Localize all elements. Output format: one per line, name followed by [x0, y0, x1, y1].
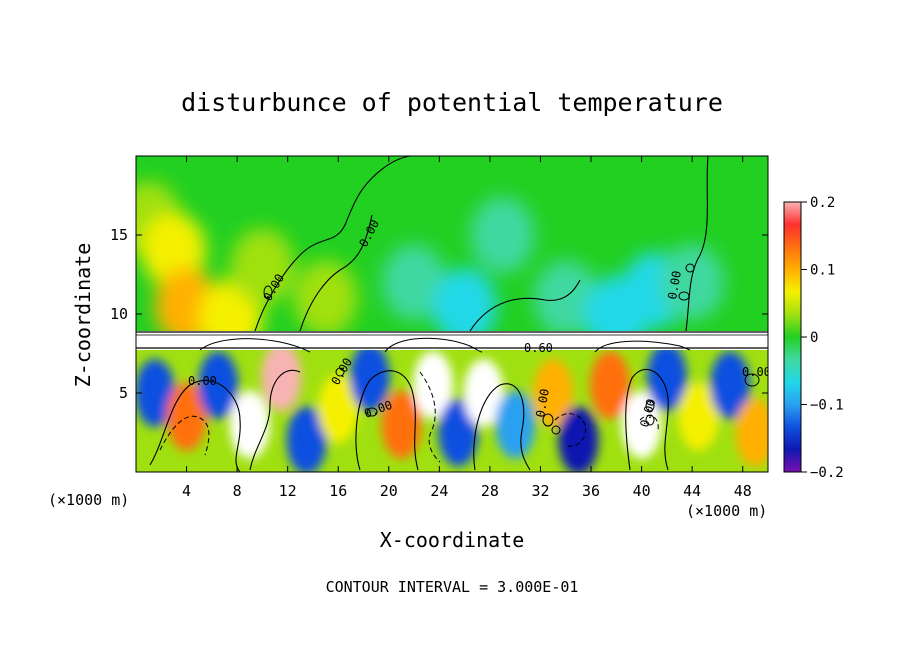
field-cell: [470, 197, 535, 273]
inversion-band: [136, 331, 768, 353]
field-cell: [660, 244, 725, 321]
field-cell: [166, 382, 207, 451]
contour-interval-note: CONTOUR INTERVAL = 3.000E-01: [326, 578, 579, 596]
x-tick-label: 4: [182, 482, 191, 500]
x-tick-label: 40: [633, 482, 651, 500]
lower-field: [136, 343, 768, 472]
x-tick-label: 32: [531, 482, 549, 500]
field-cell: [463, 359, 504, 427]
x-axis-unit-right: (×1000 m): [686, 502, 767, 520]
contour-lines-dashed: [159, 371, 659, 463]
x-tick-label: 24: [430, 482, 448, 500]
colorbar-tick-label: −0.2: [810, 465, 844, 481]
x-tick-label: 36: [582, 482, 600, 500]
field-cell: [136, 359, 175, 427]
y-axis-label: Z-coordinate: [71, 243, 95, 388]
x-tick-label: 12: [279, 482, 297, 500]
upper-field: [136, 181, 725, 356]
x-tick-label: 20: [380, 482, 398, 500]
field-cell: [558, 406, 599, 472]
colorbar-tick-label: 0.1: [810, 263, 835, 279]
field-cell: [438, 398, 479, 467]
x-tick-label: 28: [481, 482, 499, 500]
field-cell: [646, 343, 687, 412]
colorbar-ticks: 0.2 0.1 0 −0.1 −0.2: [801, 195, 844, 481]
x-tick-label: 8: [233, 482, 242, 500]
y-tick-label: 5: [119, 384, 128, 402]
contour-label: 0.00: [533, 388, 552, 419]
field-cell: [230, 228, 295, 305]
field-cell: [318, 374, 359, 443]
field-cell: [735, 398, 768, 467]
colorbar-tick-label: 0: [810, 330, 818, 346]
x-axis-label: X-coordinate: [380, 528, 525, 552]
x-axis: 4 8 12 16 20 24 28 32 36 40 44 48: [182, 156, 752, 500]
x-tick-label: 16: [329, 482, 347, 500]
field-cell: [495, 390, 536, 459]
field-cell: [349, 343, 390, 412]
contour-label: 0.00: [188, 374, 217, 388]
field-cell: [293, 260, 358, 337]
contour-ovals: [263, 263, 760, 435]
y-tick-label: 10: [110, 305, 128, 323]
field-cell: [432, 268, 497, 345]
field-cell: [533, 260, 598, 337]
x-axis-unit-left: (×1000 m): [48, 491, 129, 509]
x-tick-label: 48: [734, 482, 752, 500]
plot-area: 0.00 0.00 0.00 0.00 0.00 0.00 0.00 0.00 …: [136, 156, 771, 472]
x-tick-label: 44: [683, 482, 701, 500]
colorbar-fill: [783, 201, 802, 473]
field-cell: [710, 351, 751, 420]
contour-lines: [149, 156, 709, 472]
field-cell: [678, 382, 719, 451]
field-cell: [621, 390, 662, 459]
colorbar-tick-label: −0.1: [810, 398, 844, 414]
field-cell: [413, 351, 454, 420]
field-cell: [590, 351, 630, 420]
contour-label: 0.00: [742, 365, 771, 379]
colorbar: 0.2 0.1 0 −0.1 −0.2: [783, 195, 844, 481]
field-cell: [286, 406, 327, 472]
y-axis: 5 10 15: [110, 226, 768, 402]
field-cell: [533, 359, 574, 427]
chart-title: disturbunce of potential temperature: [181, 88, 723, 117]
field-cell: [381, 390, 422, 459]
field-cell: [382, 244, 447, 321]
contour-label: 0.00: [665, 270, 684, 301]
field-cell: [261, 343, 302, 412]
contour-label: 0.60: [524, 341, 553, 355]
field-cell: [198, 351, 239, 420]
y-tick-label: 15: [110, 226, 128, 244]
colorbar-tick-label: 0.2: [810, 195, 835, 211]
